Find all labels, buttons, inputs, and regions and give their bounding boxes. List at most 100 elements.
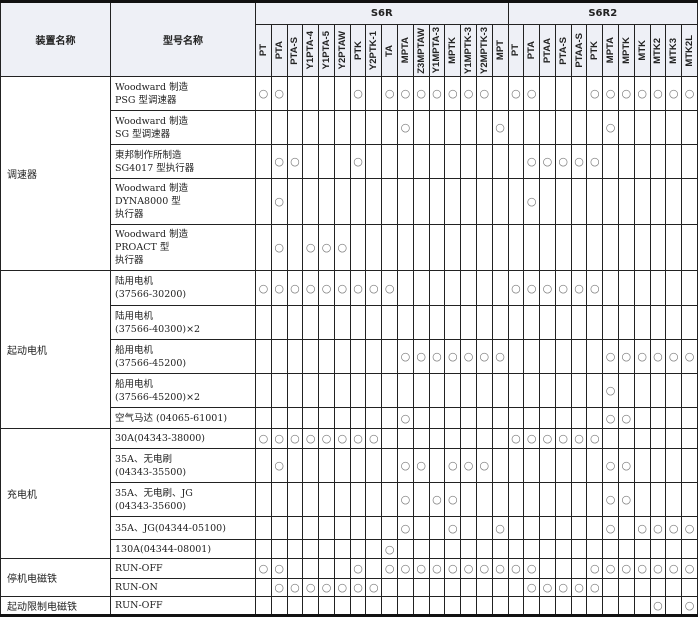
empty-cell [428,448,446,483]
empty-cell [333,516,351,540]
compatible-mark: ○ [491,516,509,540]
empty-cell [318,76,335,111]
compatible-mark: ○ [617,407,635,429]
empty-cell [255,144,272,179]
compatible-mark: ○ [255,270,272,306]
empty-cell [381,305,399,340]
compatible-mark: ○ [617,339,635,374]
column-header-s6r-y2mptk-3: Y2MPTK-3 [475,24,493,77]
column-header-label: MPTA [399,37,411,64]
empty-cell [381,373,399,408]
empty-cell [460,596,477,616]
empty-cell [428,110,446,145]
empty-cell [302,596,320,616]
compatible-mark: ○ [318,428,335,449]
compatible-mark: ○ [365,270,383,306]
empty-cell [333,110,351,145]
column-header-s6r2-pt: PT [507,24,525,77]
compatible-mark: ○ [397,339,414,374]
empty-cell [539,373,556,408]
empty-cell [333,76,351,111]
empty-cell [397,539,414,559]
device-name: 停机电磁铁 [0,558,111,597]
compatible-mark: ○ [255,558,272,579]
column-header-s6r2-mtk2l: MTK2L [681,24,698,77]
compatible-mark: ○ [554,270,572,306]
empty-cell [302,407,320,429]
table-row: 停机电磁铁 RUN-OFF ○ ○ ○ ○ ○ ○ ○ ○ ○ ○ ○ ○ ○ ○ ○ ○ ○ ○ ○ ○ [0,558,698,597]
empty-cell [617,428,635,449]
compatible-mark: ○ [365,428,383,449]
empty-cell [602,144,619,179]
empty-cell [539,110,556,145]
empty-cell [507,178,525,225]
column-header-label: MTK3 [668,37,680,64]
empty-cell [318,558,335,579]
device-name: 调速器 [0,76,111,271]
table-row: 起动电机 陆用电机 (37566-30200) ○ ○ ○ ○ ○ ○ ○ ○ ○ ○ ○ ○ ○ ○ ○ [0,270,698,429]
empty-cell [491,578,509,597]
empty-cell [365,482,383,517]
empty-cell [681,428,698,449]
empty-cell [255,448,272,483]
empty-cell [365,539,383,559]
empty-cell [633,270,651,306]
compatible-mark: ○ [649,516,667,540]
empty-cell [665,270,683,306]
compatible-mark: ○ [302,428,320,449]
column-header-label: MPTK [620,37,632,64]
empty-cell [539,516,556,540]
empty-cell [681,482,698,517]
empty-cell [444,407,462,429]
compatible-mark: ○ [381,76,399,111]
empty-cell [302,516,320,540]
empty-cell [302,110,320,145]
empty-cell [539,76,556,111]
empty-cell [286,448,304,483]
empty-cell [349,339,367,374]
empty-cell [365,516,383,540]
column-header-s6r-mpta: MPTA [397,24,414,77]
empty-cell [365,448,383,483]
empty-cell [633,539,651,559]
empty-cell [412,110,430,145]
compatible-mark: ○ [586,76,604,111]
empty-cell [333,178,351,225]
compatible-mark: ○ [428,339,446,374]
empty-cell [349,110,367,145]
empty-cell [397,596,414,616]
empty-cell [412,578,430,597]
empty-cell [475,224,493,271]
compatible-mark: ○ [428,76,446,111]
model-name: 35A、JG(04344-05100) [110,516,256,540]
empty-cell [475,482,493,517]
empty-cell [554,305,572,340]
empty-cell [365,373,383,408]
empty-cell [349,482,367,517]
empty-cell [255,596,272,616]
empty-cell [397,270,414,306]
column-header-s6r-y1pta-5: Y1PTA-5 [318,24,335,77]
empty-cell [507,482,525,517]
empty-cell [381,224,399,271]
empty-cell [539,596,556,616]
empty-cell [649,428,667,449]
empty-cell [491,428,509,449]
empty-cell [523,373,541,408]
empty-cell [554,558,572,579]
empty-cell [617,178,635,225]
empty-cell [302,144,320,179]
empty-cell [302,539,320,559]
column-header-s6r-ptk: PTK [349,24,367,77]
empty-cell [491,144,509,179]
model-name: 130A(04344-08001) [110,539,256,559]
compatible-mark: ○ [270,178,288,225]
column-header-s6r2-mtk2: MTK2 [649,24,667,77]
empty-cell [302,373,320,408]
model-name: 船用电机 (37566-45200) [110,339,256,374]
empty-cell [460,482,477,517]
empty-cell [665,428,683,449]
column-header-s6r2-pta: PTA [523,24,541,77]
empty-cell [444,578,462,597]
compatible-mark: ○ [381,558,399,579]
